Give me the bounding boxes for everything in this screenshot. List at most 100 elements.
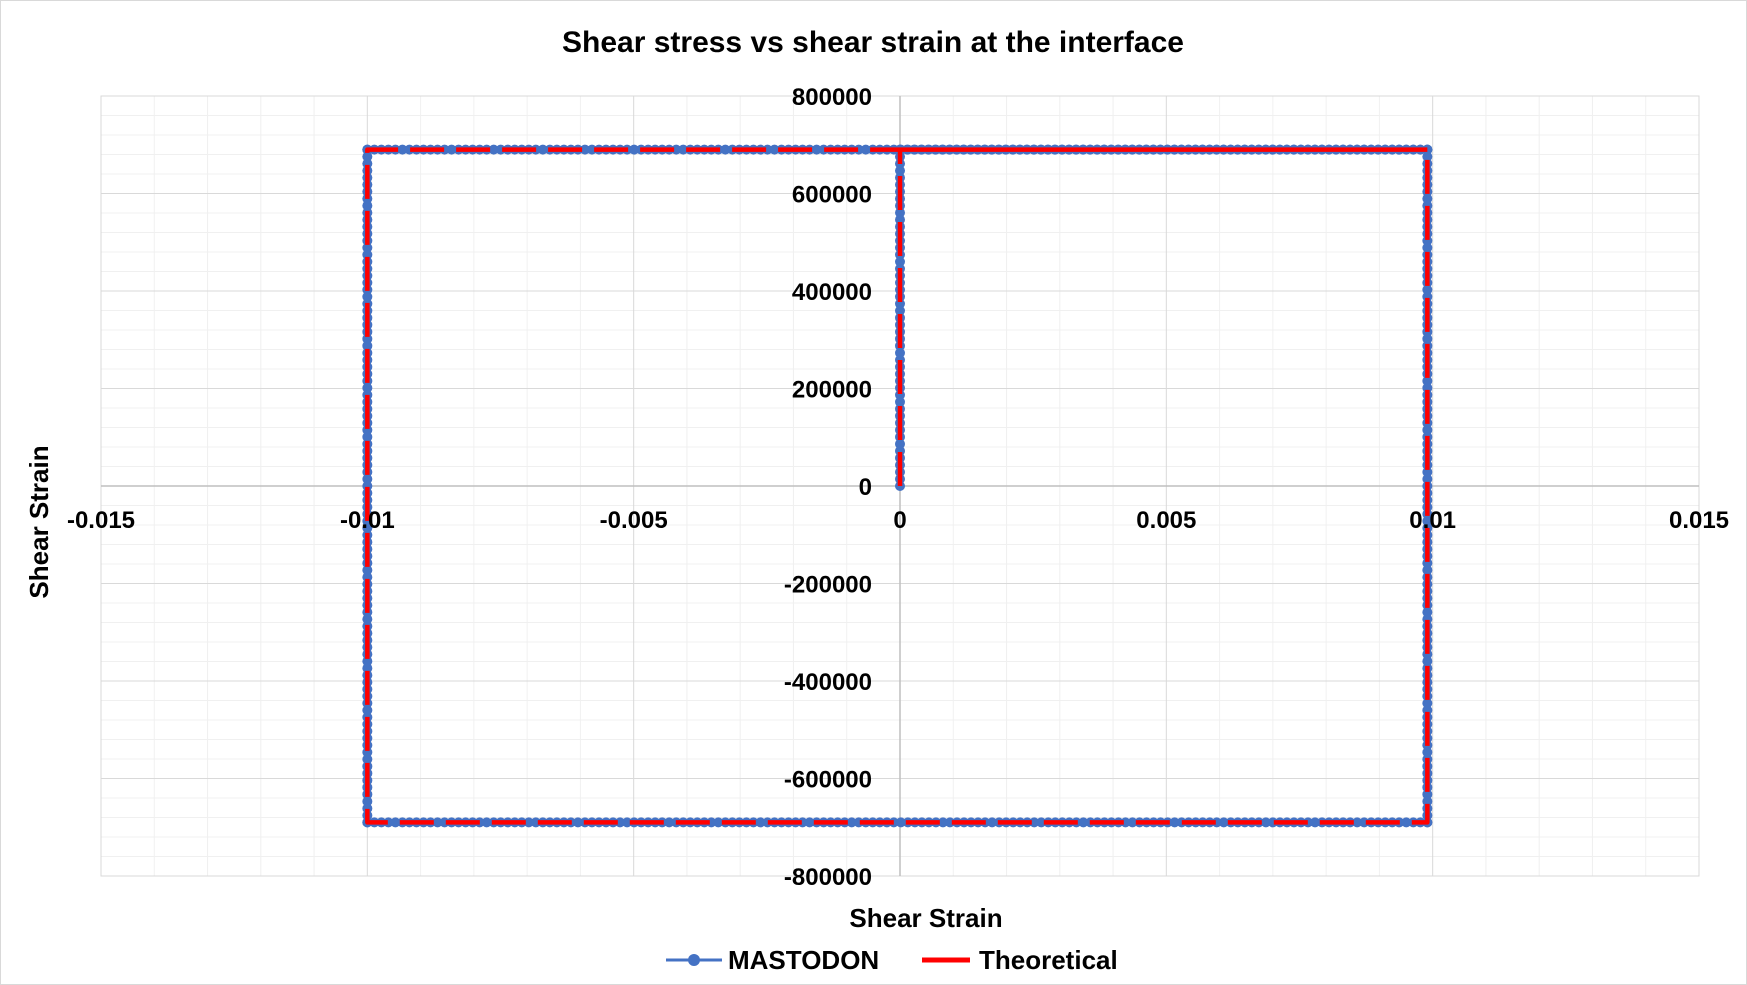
mastodon-marker [846,817,857,828]
mastodon-marker [615,817,626,828]
mastodon-marker [1422,614,1433,625]
mastodon-marker [362,754,373,765]
mastodon-marker [362,431,373,442]
mastodon-marker [1422,607,1433,618]
mastodon-marker [853,817,864,828]
mastodon-marker [895,214,905,225]
y-tick-label: -400000 [784,669,872,696]
legend-mastodon-label: MASTODON [728,945,879,975]
mastodon-marker [523,817,534,828]
mastodon-marker [888,817,899,828]
mastodon-marker [362,382,373,393]
mastodon-marker [1422,698,1433,709]
mastodon-marker [362,200,373,211]
mastodon-marker [895,445,905,456]
mastodon-marker [622,817,633,828]
series-mastodon-markers [362,144,1433,828]
mastodon-marker [804,817,815,828]
mastodon-marker [446,144,457,155]
mastodon-marker [362,158,373,169]
y-tick-label: -800000 [784,864,872,891]
mastodon-marker [1422,242,1433,253]
mastodon-marker [362,565,373,576]
mastodon-marker [362,249,373,260]
mastodon-marker [797,817,808,828]
mastodon-marker [1078,817,1089,828]
mastodon-marker [1127,817,1138,828]
mastodon-marker [818,144,829,155]
y-tick-label: 800000 [792,84,872,111]
legend-item-mastodon: MASTODON [666,945,879,975]
mastodon-marker [706,817,717,828]
mastodon-marker [1029,817,1040,828]
y-tick-label: 600000 [792,182,872,209]
mastodon-marker [713,817,724,828]
y-tick-labels: 800000 600000 400000 200000 0 -200000 -400000 -… [784,84,872,891]
mastodon-marker [1422,789,1433,800]
mastodon-marker [1422,565,1433,576]
mastodon-marker [1422,235,1433,246]
mastodon-marker [1422,424,1433,435]
mastodon-marker [1211,817,1222,828]
mastodon-marker [811,144,822,155]
mastodon-marker [1169,817,1180,828]
mastodon-marker [1120,817,1131,828]
mastodon-marker [895,438,905,449]
y-tick-label: -600000 [784,767,872,794]
mastodon-marker [895,256,905,267]
mastodon-marker [383,817,394,828]
y-tick-label: 0 [859,474,872,501]
mastodon-marker [439,817,450,828]
chart-title: Shear stress vs shear strain at the inte… [562,26,1184,59]
mastodon-marker [362,333,373,344]
mastodon-marker [895,298,905,309]
mastodon-marker [579,144,590,155]
mastodon-marker [362,614,373,625]
mastodon-marker [671,144,682,155]
x-tick-label: 0.005 [1136,507,1196,534]
mastodon-marker [432,817,443,828]
mastodon-marker [664,817,675,828]
mastodon-marker [362,803,373,814]
x-tick-label: -0.01 [340,507,395,534]
mastodon-marker [1036,817,1047,828]
mastodon-marker [1422,333,1433,344]
mastodon-marker [987,817,998,828]
mastodon-marker [762,817,773,828]
mastodon-marker [390,817,401,828]
mastodon-marker [1422,193,1433,204]
mastodon-marker [895,389,905,400]
x-tick-label: 0 [893,507,906,534]
mastodon-marker [362,705,373,716]
mastodon-marker [1359,817,1370,828]
mastodon-marker [944,817,955,828]
series-theoretical-line [365,147,1430,825]
mastodon-marker [362,424,373,435]
mastodon-marker [362,747,373,758]
mastodon-marker [1422,200,1433,211]
mastodon-marker [1352,817,1363,828]
mastodon-marker [362,291,373,302]
mastodon-marker [755,817,766,828]
mastodon-marker [1422,151,1433,162]
y-tick-label: -200000 [784,572,872,599]
mastodon-marker [439,144,450,155]
x-tick-label: 0.01 [1409,507,1456,534]
mastodon-marker [362,663,373,674]
mastodon-marker [1260,817,1271,828]
mastodon-marker [860,144,871,155]
mastodon-marker [1422,705,1433,716]
x-tick-label: 0.015 [1669,507,1729,534]
mastodon-marker [362,516,373,527]
x-tick-labels: -0.015 -0.01 -0.005 0 0.005 0.01 0.015 [67,507,1729,534]
mastodon-marker [1422,382,1433,393]
mastodon-marker [1422,473,1433,484]
mastodon-marker [404,144,415,155]
mastodon-marker [362,796,373,807]
mastodon-marker [1422,649,1433,660]
x-axis-title: Shear Strain [849,903,1002,933]
legend: MASTODON Theoretical [666,945,1118,975]
mastodon-marker [1422,284,1433,295]
legend-mastodon-marker [688,954,700,966]
